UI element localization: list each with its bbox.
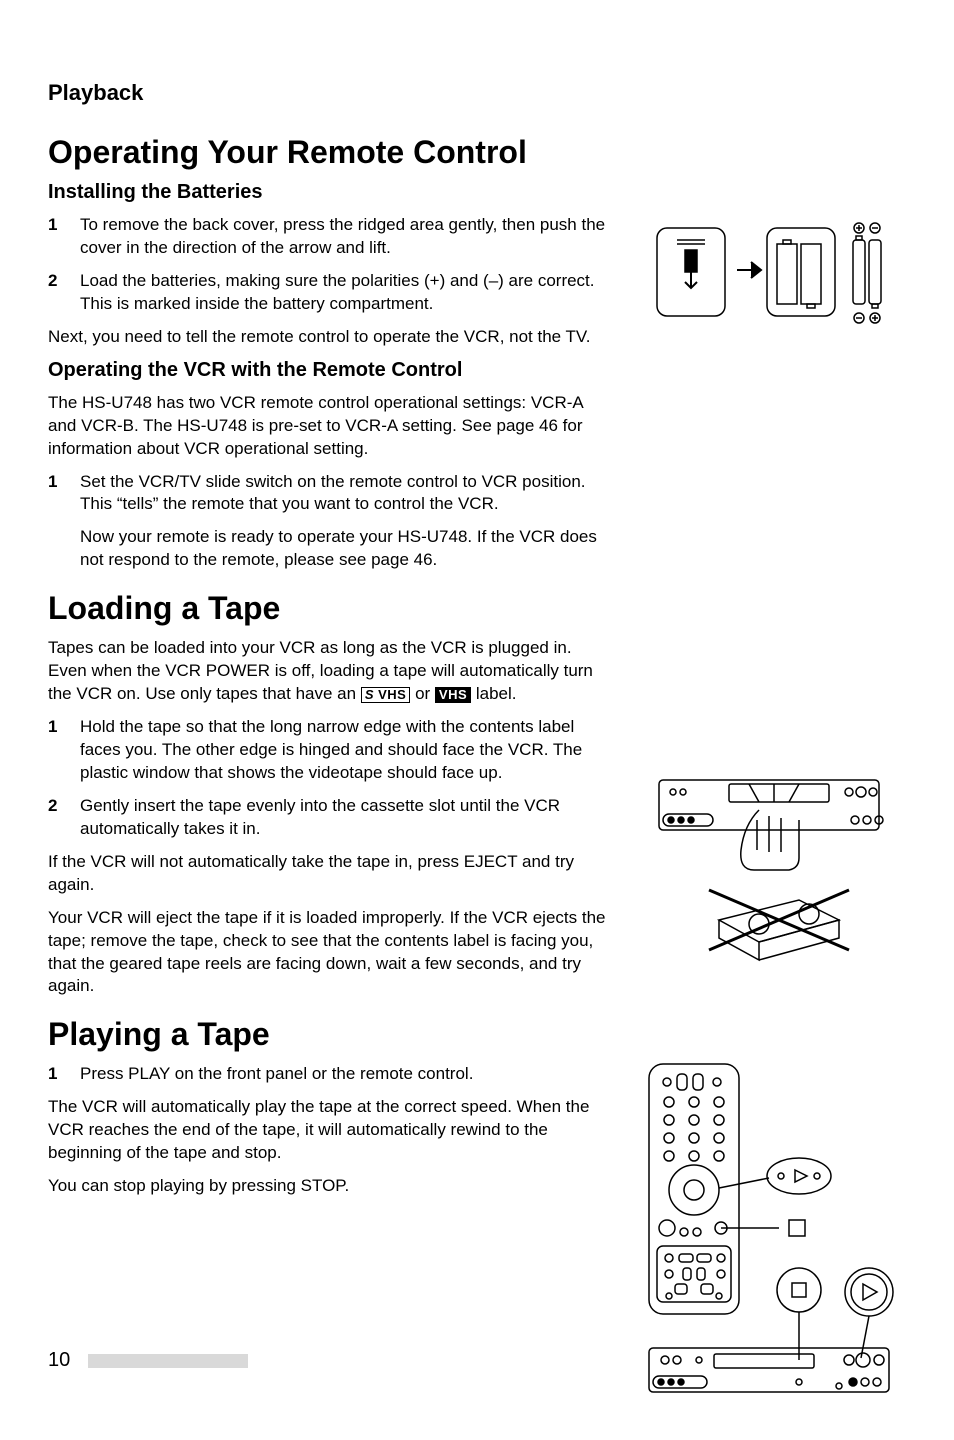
step-text: Press PLAY on the front panel or the rem…: [80, 1063, 608, 1086]
steps-installing-batteries: 1 To remove the back cover, press the ri…: [48, 214, 608, 316]
step-item: 1 Set the VCR/TV slide switch on the rem…: [48, 471, 608, 517]
step-item: 1 Press PLAY on the front panel or the r…: [48, 1063, 608, 1086]
footer-bar: [88, 1354, 248, 1368]
steps-playing-tape: 1 Press PLAY on the front panel or the r…: [48, 1063, 608, 1086]
step-text: Set the VCR/TV slide switch on the remot…: [80, 471, 608, 517]
heading-installing-batteries: Installing the Batteries: [48, 181, 608, 204]
paragraph: Next, you need to tell the remote contro…: [48, 326, 608, 349]
step-text: Gently insert the tape evenly into the c…: [80, 795, 608, 841]
paragraph: You can stop playing by pressing STOP.: [48, 1175, 608, 1198]
step-item: 2 Gently insert the tape evenly into the…: [48, 795, 608, 841]
paragraph: Now your remote is ready to operate your…: [48, 526, 608, 572]
two-column-layout: Playback Operating Your Remote Control I…: [48, 80, 906, 1400]
paragraph: Your VCR will eject the tape if it is lo…: [48, 907, 608, 999]
step-text: Load the batteries, making sure the pola…: [80, 270, 608, 316]
paragraph: The VCR will automatically play the tape…: [48, 1096, 608, 1165]
heading-playing-tape: Playing a Tape: [48, 1016, 608, 1053]
intro-text-mid: or: [410, 684, 435, 703]
step-number: 1: [48, 716, 66, 785]
step-text: Hold the tape so that the long narrow ed…: [80, 716, 608, 785]
illustration-column: [632, 80, 906, 1400]
step-text: To remove the back cover, press the ridg…: [80, 214, 608, 260]
heading-operating-vcr-remote: Operating the VCR with the Remote Contro…: [48, 359, 608, 382]
step-item: 1 To remove the back cover, press the ri…: [48, 214, 608, 260]
step-number: 1: [48, 471, 66, 517]
step-number: 1: [48, 214, 66, 260]
intro-text-post: label.: [471, 684, 516, 703]
step-item: 2 Load the batteries, making sure the po…: [48, 270, 608, 316]
page-number: 10: [48, 1349, 70, 1372]
steps-operating-vcr: 1 Set the VCR/TV slide switch on the rem…: [48, 471, 608, 517]
loading-tape-illustration: [649, 770, 889, 970]
paragraph: If the VCR will not automatically take t…: [48, 851, 608, 897]
playing-tape-illustration: [639, 1060, 899, 1400]
heading-operating-remote: Operating Your Remote Control: [48, 134, 608, 171]
step-number: 2: [48, 270, 66, 316]
steps-loading-tape: 1 Hold the tape so that the long narrow …: [48, 716, 608, 841]
page-footer: 10: [48, 1349, 248, 1372]
heading-loading-tape: Loading a Tape: [48, 590, 608, 627]
section-label: Playback: [48, 80, 608, 106]
text-column: Playback Operating Your Remote Control I…: [48, 80, 608, 1400]
step-item: 1 Hold the tape so that the long narrow …: [48, 716, 608, 785]
paragraph-loading-intro: Tapes can be loaded into your VCR as lon…: [48, 637, 608, 706]
step-number: 1: [48, 1063, 66, 1086]
svhs-logo: S VHS: [361, 687, 411, 703]
battery-install-illustration: [649, 210, 889, 330]
vhs-logo: VHS: [435, 687, 471, 703]
paragraph: The HS-U748 has two VCR remote control o…: [48, 392, 608, 461]
step-number: 2: [48, 795, 66, 841]
manual-page: Playback Operating Your Remote Control I…: [0, 0, 954, 1440]
